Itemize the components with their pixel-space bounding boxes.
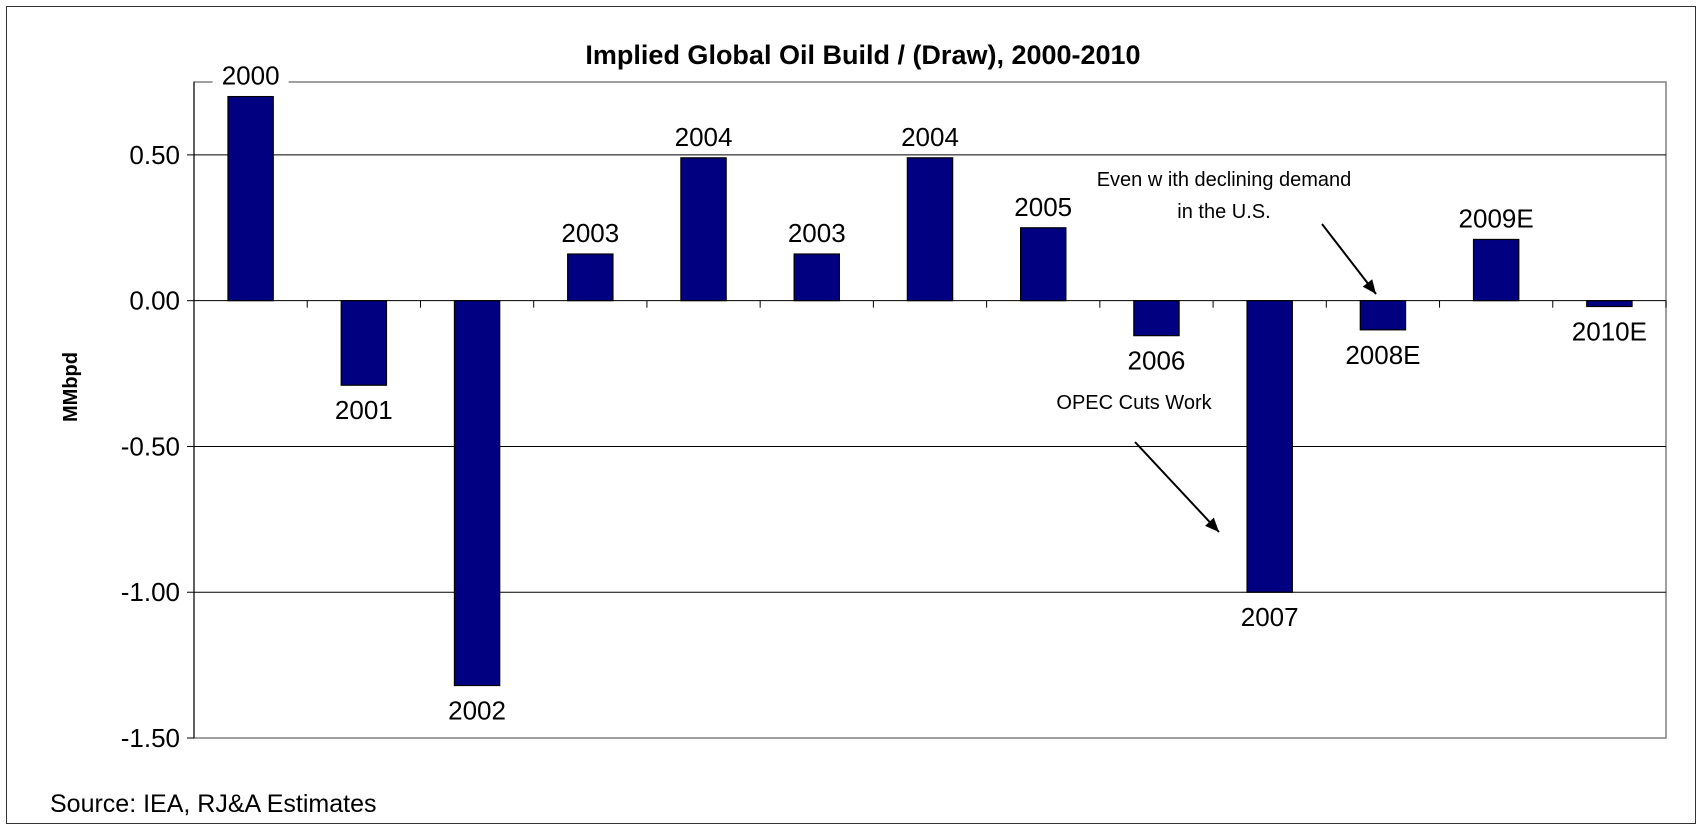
bar: [1134, 301, 1179, 336]
y-axis-label: MMbpd: [60, 352, 82, 422]
annotation-opec-cuts: OPEC Cuts Work: [1056, 392, 1212, 414]
bar: [1021, 228, 1066, 301]
arrowhead: [1363, 279, 1376, 294]
bar: [794, 254, 839, 301]
bar-data-label: 2004: [675, 122, 733, 152]
bar-data-label: 2007: [1241, 602, 1299, 632]
bar: [1587, 301, 1632, 307]
plot-area: 0.50 0.00 -0.50 -1.00 -1.50 2000 2001 2002 2003 2…: [121, 57, 1666, 753]
bar-data-label: 2009E: [1459, 203, 1534, 233]
bar: [907, 158, 952, 301]
bar-data-label: 2008E: [1345, 340, 1420, 370]
bar: [1360, 301, 1405, 330]
bar: [454, 301, 499, 686]
y-tick-label: -1.00: [121, 577, 180, 607]
bar: [228, 97, 273, 301]
bar-data-label: 2006: [1128, 346, 1186, 376]
bar-data-label: 2001: [335, 395, 393, 425]
bar-data-label: 2002: [448, 696, 506, 726]
source-note: Source: IEA, RJ&A Estimates: [50, 790, 377, 818]
annotation-arrow-opec: [1135, 442, 1219, 532]
bar-data-label: 2005: [1014, 192, 1072, 222]
bar-data-label: 2003: [788, 218, 846, 248]
bar: [568, 254, 613, 301]
bar-data-label: 2003: [561, 218, 619, 248]
bar: [1247, 301, 1292, 593]
bar-data-label: 2004: [901, 122, 959, 152]
y-tick-label: 0.50: [129, 140, 180, 170]
bar: [341, 301, 386, 386]
bar: [681, 158, 726, 301]
y-tick-label: -0.50: [121, 431, 180, 461]
annotation-us-demand-line-2: in the U.S.: [1177, 201, 1270, 223]
y-tick-label: -1.50: [121, 723, 180, 753]
chart-title: Implied Global Oil Build / (Draw), 2000-…: [585, 40, 1140, 70]
annotation-us-demand-line-1: Even w ith declining demand: [1097, 169, 1352, 191]
bar-data-label: 2000: [222, 61, 280, 91]
bar: [1474, 239, 1519, 300]
y-tick-label: 0.00: [129, 286, 180, 316]
bar-data-label: 2010E: [1572, 316, 1647, 346]
